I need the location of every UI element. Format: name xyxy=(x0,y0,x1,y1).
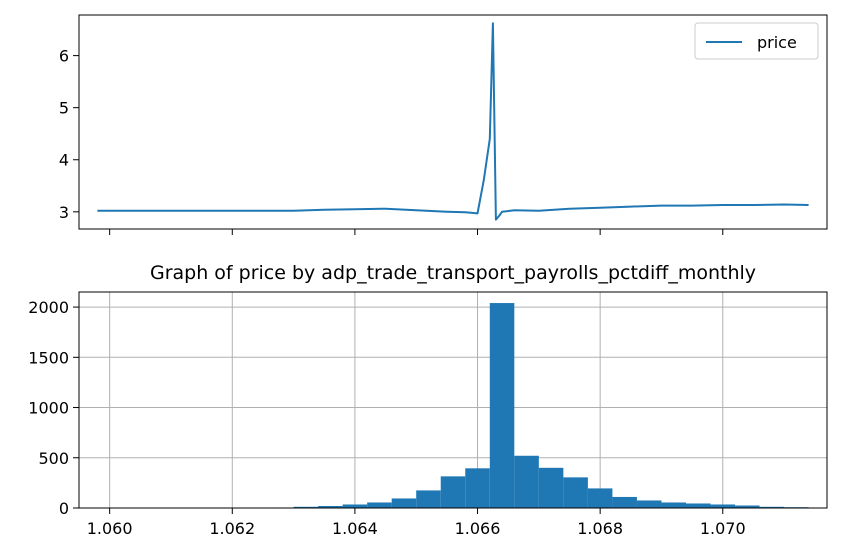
histogram-bar xyxy=(342,504,368,508)
histogram-bar xyxy=(710,504,736,508)
histogram-bar xyxy=(587,488,613,508)
histogram-plot-frame xyxy=(78,291,828,509)
line-x-axis xyxy=(109,229,724,235)
histogram-y-tick-label: 1500 xyxy=(28,348,69,367)
legend-label: price xyxy=(757,33,797,52)
line-y-tick-label: 3 xyxy=(59,203,69,222)
histogram-bar xyxy=(735,505,760,508)
histogram-y-tick-label: 1000 xyxy=(28,399,69,418)
line-y-tick-label: 4 xyxy=(59,151,69,170)
histogram-title: Graph of price by adp_trade_transport_pa… xyxy=(150,262,756,284)
histogram-bar xyxy=(318,505,343,508)
price-series-line xyxy=(97,22,809,221)
histogram-y-axis: 0 500 1000 1500 2000 xyxy=(28,298,79,518)
histogram-bar xyxy=(416,490,441,508)
histogram-x-tick-label: 1.064 xyxy=(332,519,378,538)
histogram-x-tick-label: 1.062 xyxy=(209,519,255,538)
histogram-bars xyxy=(97,303,809,508)
histogram-bar xyxy=(612,496,637,508)
histogram-x-tick-label: 1.060 xyxy=(87,519,133,538)
line-y-tick-label: 5 xyxy=(59,99,69,118)
histogram-x-tick-label: 1.070 xyxy=(700,519,746,538)
histogram-chart: Graph of price by adp_trade_transport_pa… xyxy=(28,262,828,538)
histogram-y-tick-label: 2000 xyxy=(28,298,69,317)
histogram-bar xyxy=(636,500,662,508)
histogram-x-tick-label: 1.068 xyxy=(577,519,623,538)
histogram-bar xyxy=(759,506,785,508)
histogram-bar xyxy=(661,502,686,508)
histogram-bar xyxy=(293,506,319,508)
histogram-bar xyxy=(489,303,515,508)
histogram-bar xyxy=(514,455,539,508)
histogram-bar xyxy=(685,503,711,508)
histogram-bar xyxy=(367,502,392,508)
histogram-bar xyxy=(538,467,564,508)
line-y-axis: 3 4 5 6 xyxy=(59,47,79,222)
histogram-bar xyxy=(440,476,466,508)
line-y-tick-label: 6 xyxy=(59,47,69,66)
line-chart: 3 4 5 6 price xyxy=(59,14,828,235)
histogram-bar xyxy=(391,498,417,508)
histogram-x-tick-label: 1.066 xyxy=(455,519,501,538)
legend: price xyxy=(694,22,819,60)
legend-box xyxy=(694,22,819,60)
histogram-y-tick-label: 0 xyxy=(59,499,69,518)
histogram-bar xyxy=(563,477,588,508)
histogram-x-axis: 1.060 1.062 1.064 1.066 1.068 1.070 xyxy=(87,508,746,538)
line-plot-frame xyxy=(78,14,828,230)
histogram-bar xyxy=(465,468,490,508)
histogram-y-tick-label: 500 xyxy=(38,449,69,468)
